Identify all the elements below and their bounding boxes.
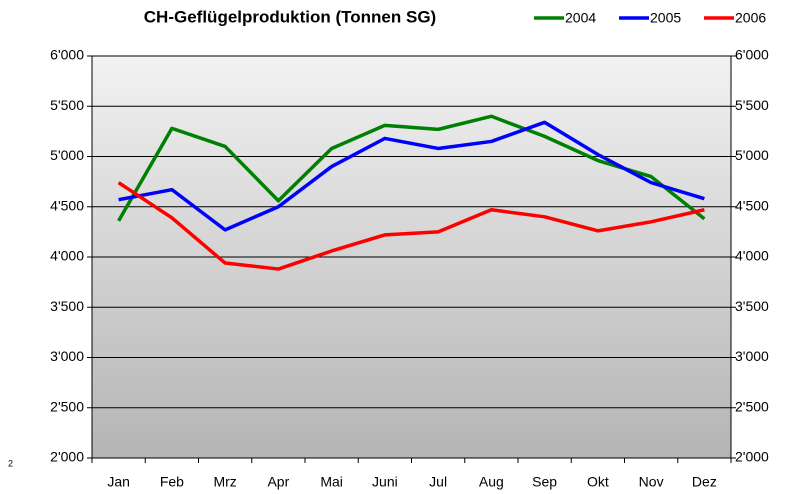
y2-tick-label: 2'000 <box>735 449 769 465</box>
x-tick-label: Dez <box>692 474 717 490</box>
chart-title: CH-Geflügelproduktion (Tonnen SG) <box>144 7 436 26</box>
x-tick-label: Aug <box>479 474 504 490</box>
legend-label: 2005 <box>650 10 681 26</box>
y2-tick-label: 3'500 <box>735 298 769 314</box>
y-tick-label: 4'000 <box>50 248 84 264</box>
y2-tick-label: 5'000 <box>735 147 769 163</box>
y2-tick-label: 4'000 <box>735 248 769 264</box>
y2-tick-label: 5'500 <box>735 97 769 113</box>
y2-tick-label: 4'500 <box>735 197 769 213</box>
x-tick-label: Jan <box>107 474 130 490</box>
x-tick-label: Mrz <box>213 474 236 490</box>
x-tick-label: Apr <box>267 474 289 490</box>
series-line <box>118 120 705 232</box>
y-tick-label: 2'500 <box>50 398 84 414</box>
y2-tick-label: 3'000 <box>735 348 769 364</box>
x-tick-label: Okt <box>587 474 609 490</box>
y-tick-label: 2'000 <box>50 449 84 465</box>
y-tick-label: 3'000 <box>50 348 84 364</box>
x-tick-label: Sep <box>532 474 557 490</box>
x-tick-label: Juni <box>372 474 398 490</box>
y-tick-label: 4'500 <box>50 197 84 213</box>
x-tick-label: Jul <box>429 474 447 490</box>
x-tick-label: Mai <box>320 474 343 490</box>
x-tick-label: Feb <box>160 474 184 490</box>
y-tick-label: 5'000 <box>50 147 84 163</box>
series-line <box>117 181 705 271</box>
x-tick-label: Nov <box>639 474 664 490</box>
legend-label: 2006 <box>735 10 766 26</box>
y2-tick-label: 2'500 <box>735 398 769 414</box>
y2-tick-label: 6'000 <box>735 47 769 63</box>
y-tick-label: 6'000 <box>50 47 84 63</box>
legend-label: 2004 <box>565 10 596 26</box>
series-line <box>117 114 706 222</box>
annotation: 2 <box>8 458 13 468</box>
y-tick-label: 3'500 <box>50 298 84 314</box>
y-tick-label: 5'500 <box>50 97 84 113</box>
